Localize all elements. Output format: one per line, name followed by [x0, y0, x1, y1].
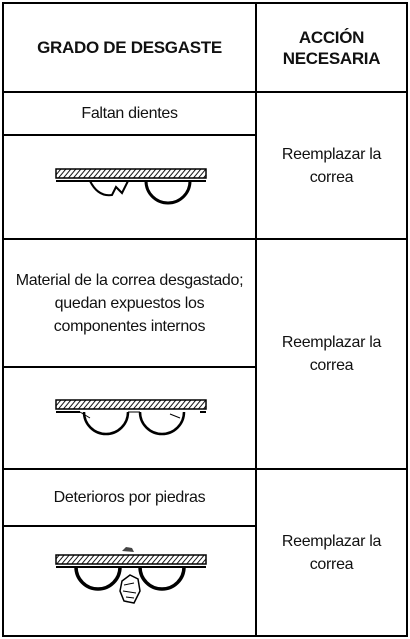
condition-text: Faltan dientes	[2, 91, 257, 136]
illustration-cell	[2, 525, 257, 637]
action-text: Reemplazar la correa	[255, 468, 408, 637]
illustration-cell	[2, 366, 257, 470]
action-text: Reemplazar la correa	[255, 91, 408, 240]
action-text: Reemplazar la correa	[255, 238, 408, 470]
header-cell: GRADO DE DESGASTE	[2, 2, 257, 93]
condition-text: Deterioros por piedras	[2, 468, 257, 527]
condition-text: Material de la correa desgastado; quedan…	[2, 238, 257, 368]
illustration-cell	[2, 134, 257, 240]
belt-stone-damage	[54, 547, 207, 604]
belt-worn-material	[54, 399, 207, 436]
belt-missing-teeth	[54, 168, 207, 205]
header-cell: ACCIÓN NECESARIA	[255, 2, 408, 93]
